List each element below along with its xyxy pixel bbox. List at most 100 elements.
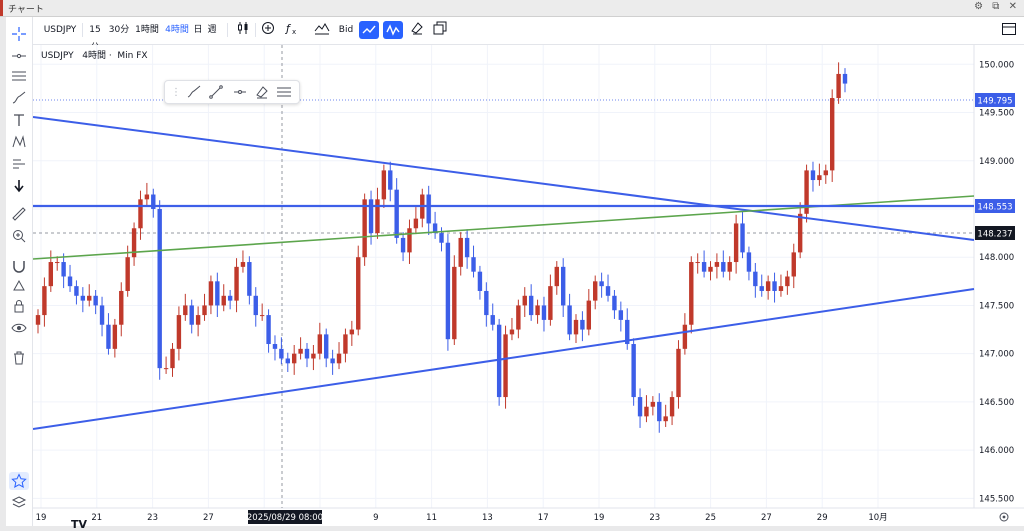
pattern-tool-icon[interactable] <box>9 133 29 151</box>
timeframe-30m[interactable]: 30分 <box>108 25 130 35</box>
layers-icon[interactable] <box>9 494 29 512</box>
candle-body <box>176 315 182 349</box>
candle-body <box>349 329 355 335</box>
candle-body <box>272 344 278 349</box>
drawing-toolbar <box>6 17 33 526</box>
candle-body <box>221 295 226 306</box>
candle-body <box>311 353 316 359</box>
symbol-search-button[interactable]: USDJPY <box>43 25 77 35</box>
lock-drawings-icon[interactable] <box>9 277 29 295</box>
crosshair-time-tag <box>248 510 322 524</box>
candle-body <box>93 295 98 306</box>
templates-icon[interactable] <box>314 21 330 39</box>
time-tick-label: 23 <box>649 513 660 523</box>
candle-body <box>618 310 624 320</box>
candle-body <box>516 305 521 330</box>
candle-body <box>829 98 835 171</box>
legend-source: Min FX <box>117 51 148 61</box>
crosshair-icon[interactable] <box>9 25 29 43</box>
time-ticks: 19212327359111317192325272910月 <box>36 513 888 523</box>
trendline-tool-icon[interactable] <box>9 47 29 65</box>
floating-drawing-toolbar: ⋮ <box>164 80 300 104</box>
candle-body <box>650 401 656 407</box>
timeframe-1h[interactable]: 1時間 <box>135 25 159 35</box>
timeframe-4h[interactable]: 4時間 <box>165 25 189 35</box>
candle-body <box>362 199 367 258</box>
duplicate-window-icon[interactable] <box>431 21 449 39</box>
candle-body <box>797 213 803 253</box>
window-title: チャート <box>8 5 44 15</box>
candle-body <box>471 257 476 272</box>
time-tick-label: 9 <box>373 513 378 523</box>
candle-body <box>503 334 508 398</box>
window-controls[interactable]: ⚙ ⧉ ✕ <box>974 1 1020 12</box>
candle-body <box>599 281 604 287</box>
candle-body <box>74 286 79 296</box>
candle-body <box>368 199 374 234</box>
brush-tool-icon[interactable] <box>9 89 29 107</box>
chart-area[interactable]: 150.000149.500149.000148.500148.000147.5… <box>32 45 1024 531</box>
candle-body <box>701 262 707 272</box>
tradingview-logo: TV <box>71 518 88 531</box>
timeframe-week[interactable]: 週 <box>207 25 217 35</box>
candle-body <box>580 319 585 330</box>
text-tool-icon[interactable] <box>9 111 29 129</box>
candle-body <box>55 262 60 264</box>
line-chart-toggle-icon[interactable] <box>359 21 379 39</box>
candle-body <box>625 319 630 345</box>
candle-body <box>125 257 130 291</box>
drawing-style-icon[interactable] <box>408 21 426 39</box>
price-tick-label: 150.000 <box>979 60 1014 70</box>
candle-type-icon[interactable] <box>235 21 251 39</box>
line-tool-icon[interactable] <box>207 84 225 100</box>
candle-body <box>381 170 387 200</box>
candle-body <box>714 262 720 267</box>
candle-body <box>637 397 643 417</box>
candle-body <box>304 348 310 359</box>
ascending-trendline <box>32 288 975 430</box>
eye-icon[interactable] <box>9 319 29 337</box>
bid-button[interactable]: Bid <box>338 25 354 35</box>
lock-icon[interactable] <box>9 297 29 315</box>
magnet-icon[interactable] <box>9 257 29 275</box>
candle-body <box>484 290 489 316</box>
fib-tool-icon[interactable] <box>9 67 29 85</box>
candle-body <box>740 223 745 253</box>
legend-interval: 4時間 <box>82 51 106 61</box>
price-tick-label: 149.000 <box>979 157 1014 167</box>
trash-icon[interactable] <box>9 349 29 367</box>
layout-icon[interactable] <box>999 21 1019 39</box>
candle-body <box>541 305 547 320</box>
candle-body <box>87 295 92 301</box>
candle-body <box>35 315 41 325</box>
candle-body <box>407 228 412 253</box>
toolbar-divider <box>82 23 83 37</box>
svg-text:ƒ: ƒ <box>285 22 292 35</box>
chart-settings-gear-icon[interactable] <box>999 512 1009 522</box>
candle-body <box>375 199 380 234</box>
time-tick-label: 13 <box>482 513 493 523</box>
candlestick-chart[interactable]: 150.000149.500149.000148.500148.000147.5… <box>32 45 1024 526</box>
timeframe-day[interactable]: 日 <box>193 25 203 35</box>
timeframe-15m[interactable]: 15分 <box>89 25 101 53</box>
candle-body <box>554 266 559 287</box>
time-tick-label: 23 <box>147 513 158 523</box>
arrow-down-icon[interactable] <box>9 177 29 195</box>
prediction-tool-icon[interactable] <box>9 155 29 173</box>
wave-indicator-toggle-icon[interactable] <box>383 21 403 39</box>
candle-body <box>426 194 431 224</box>
favorites-star-icon[interactable] <box>9 472 29 490</box>
drag-handle-icon[interactable]: ⋮ <box>171 86 181 98</box>
zoom-icon[interactable] <box>9 227 29 245</box>
candle-body <box>61 262 66 277</box>
horizontal-ray-icon[interactable] <box>231 84 249 100</box>
candle-body <box>432 223 438 234</box>
line-style-icon[interactable] <box>275 84 293 100</box>
pen-icon[interactable] <box>185 84 203 100</box>
time-tick-label: 21 <box>91 513 102 523</box>
highlighter-icon[interactable] <box>253 84 271 100</box>
candle-body <box>413 218 419 229</box>
add-comparison-icon[interactable] <box>260 21 276 39</box>
ruler-icon[interactable] <box>9 205 29 223</box>
